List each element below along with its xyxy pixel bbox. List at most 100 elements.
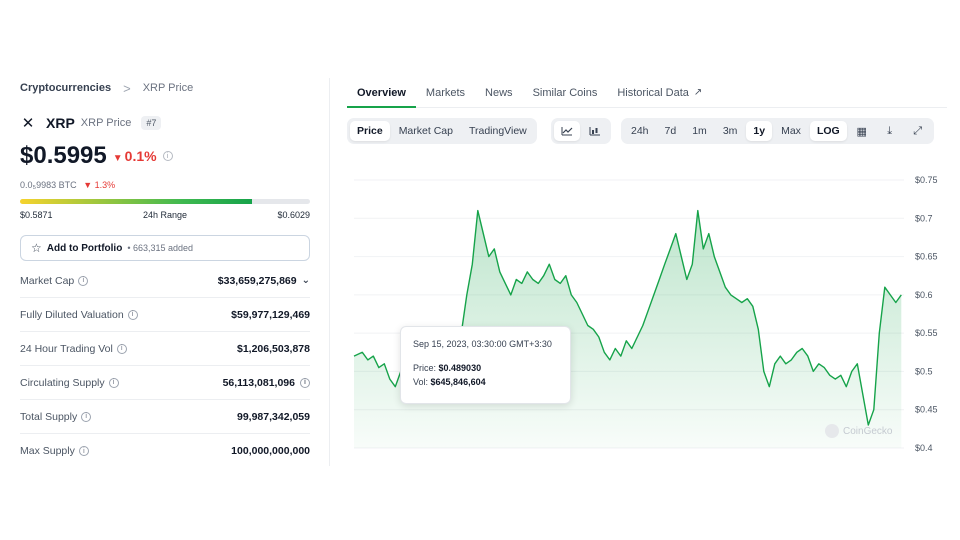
- stat-row-market-cap: Market Cap i $33,659,275,869 ⌄: [20, 264, 310, 298]
- time-range-switcher: 24h 7d 1m 3m 1y Max LOG ▦ ⤓ ⤢: [621, 118, 934, 144]
- info-icon[interactable]: i: [162, 151, 173, 161]
- stat-value: $59,977,129,469: [231, 308, 310, 321]
- breadcrumb: Cryptocurrencies > XRP Price: [20, 78, 312, 98]
- range-label: 24h Range: [142, 210, 188, 220]
- stat-value: 100,000,000,000: [231, 445, 310, 457]
- tab-markets[interactable]: Markets: [425, 87, 466, 99]
- price-change-value: 0.1%: [124, 148, 157, 164]
- panel-divider: [329, 78, 330, 466]
- range-low: $0.5871: [20, 210, 53, 220]
- view-price-button[interactable]: Price: [350, 121, 390, 141]
- stat-label: Circulating Supply: [20, 376, 105, 389]
- price-row: $0.5995 ▼ 0.1% i: [20, 142, 173, 170]
- expand-icon[interactable]: ⤢: [913, 124, 923, 137]
- coin-symbol: XRP: [46, 115, 75, 131]
- coingecko-watermark: CoinGecko: [825, 424, 892, 438]
- tooltip-date: Sep 15, 2023, 03:30:00 GMT+3:30: [413, 339, 552, 349]
- range-3m-button[interactable]: 3m: [722, 125, 738, 137]
- chevron-down-icon[interactable]: ⌄: [301, 275, 310, 286]
- coin-header: ✕ XRP XRP Price #7: [20, 114, 162, 132]
- tooltip-vol-label: Vol:: [413, 377, 429, 387]
- stat-label: Market Cap: [20, 274, 75, 287]
- candlestick-icon[interactable]: [582, 121, 608, 141]
- tab-overview[interactable]: Overview: [347, 82, 416, 108]
- info-icon[interactable]: i: [108, 377, 119, 388]
- breadcrumb-cryptocurrencies[interactable]: Cryptocurrencies: [20, 82, 112, 94]
- breadcrumb-current: XRP Price: [142, 82, 194, 94]
- range-24h-button[interactable]: 24h: [631, 125, 649, 137]
- calendar-icon[interactable]: ▦: [856, 125, 867, 138]
- stats-table: Market Cap i $33,659,275,869 ⌄ Fully Dilut…: [20, 264, 310, 468]
- range-1y-button[interactable]: 1y: [746, 121, 773, 141]
- y-tick-label: $0.55: [915, 328, 938, 338]
- info-icon[interactable]: i: [300, 377, 310, 388]
- stat-row-max-supply: Max Supply i 100,000,000,000: [20, 434, 310, 468]
- y-tick-label: $0.75: [915, 175, 938, 185]
- info-icon[interactable]: i: [116, 343, 127, 354]
- tab-news[interactable]: News: [485, 87, 513, 99]
- price-chart[interactable]: $0.75 $0.7 $0.65 $0.6 $0.55 $0.5 $0.45 $0.4 Coi…: [347, 170, 947, 472]
- view-tradingview-button[interactable]: TradingView: [468, 125, 527, 137]
- stat-row-total-supply: Total Supply i 99,987,342,059: [20, 400, 310, 434]
- info-icon[interactable]: i: [78, 275, 89, 286]
- chevron-right-icon: >: [123, 80, 131, 96]
- price-range-24h: $0.5871 24h Range $0.6029: [20, 199, 310, 220]
- range-max-button[interactable]: Max: [781, 125, 801, 137]
- coin-tabs: Overview Markets News Similar Coins Hist…: [347, 82, 947, 108]
- stat-value: 56,113,081,096: [222, 376, 295, 389]
- stat-value: $33,659,275,869: [217, 274, 297, 287]
- stat-row-volume: 24 Hour Trading Vol i $1,206,503,878: [20, 332, 310, 366]
- stat-label: Max Supply: [20, 445, 75, 457]
- chart-type-switcher: [551, 118, 611, 144]
- y-tick-label: $0.65: [915, 252, 938, 262]
- tooltip-price-value: $0.489030: [438, 363, 482, 373]
- stat-label: Fully Diluted Valuation: [20, 308, 124, 321]
- log-scale-toggle[interactable]: LOG: [809, 121, 847, 141]
- stat-value: $1,206,503,878: [237, 342, 310, 355]
- watermark-text: CoinGecko: [843, 425, 893, 437]
- chart-view-switcher: Price Market Cap TradingView: [347, 118, 537, 144]
- chart-toolbar: Price Market Cap TradingView 24h 7d 1m 3…: [347, 118, 947, 144]
- xrp-logo-icon: ✕: [21, 115, 35, 132]
- y-tick-label: $0.7: [915, 213, 933, 223]
- caret-down-icon: ▼: [112, 153, 123, 164]
- star-icon: ☆: [31, 241, 42, 255]
- portfolio-label: Add to Portfolio: [46, 242, 123, 254]
- external-link-icon: ↗: [693, 87, 703, 98]
- line-chart-icon[interactable]: [554, 121, 580, 141]
- stat-row-circulating-supply: Circulating Supply i 56,113,081,096 i: [20, 366, 310, 400]
- range-bar-fill: [20, 199, 252, 204]
- btc-price-row: 0.0₅9983 BTC ▼ 1.3%: [20, 180, 115, 190]
- coin-price: $0.5995: [20, 142, 107, 169]
- tooltip-volume-row: Vol: $645,846,604: [413, 375, 558, 389]
- range-7d-button[interactable]: 7d: [664, 125, 677, 137]
- range-1m-button[interactable]: 1m: [692, 125, 707, 137]
- stat-value: 99,987,342,059: [237, 410, 310, 423]
- y-tick-label: $0.6: [915, 290, 933, 300]
- info-icon[interactable]: i: [78, 446, 89, 456]
- add-to-portfolio-button[interactable]: ☆ Add to Portfolio • 663,315 added: [20, 235, 310, 261]
- y-tick-label: $0.4: [915, 443, 933, 453]
- tab-historical-data[interactable]: Historical Data ↗: [607, 82, 712, 108]
- stat-row-fdv: Fully Diluted Valuation i $59,977,129,469: [20, 298, 310, 332]
- coin-name: XRP Price: [80, 117, 132, 129]
- stat-label: Total Supply: [20, 410, 78, 423]
- tab-historical-data-label: Historical Data: [617, 87, 689, 99]
- btc-change: ▼ 1.3%: [83, 180, 116, 190]
- chart-tooltip: Sep 15, 2023, 03:30:00 GMT+3:30 Price: $…: [400, 326, 571, 404]
- price-change: ▼ 0.1%: [113, 148, 157, 164]
- tab-similar-coins[interactable]: Similar Coins: [532, 87, 598, 99]
- btc-change-value: 1.3%: [94, 180, 116, 190]
- y-tick-label: $0.5: [915, 366, 933, 376]
- view-market-cap-button[interactable]: Market Cap: [398, 125, 453, 137]
- info-icon[interactable]: i: [127, 309, 138, 320]
- info-icon[interactable]: i: [81, 411, 92, 422]
- coin-summary-panel: Cryptocurrencies > XRP Price ✕ XRP XRP P…: [20, 78, 312, 457]
- rank-badge: #7: [141, 116, 162, 130]
- btc-price: 0.0₅9983 BTC: [20, 180, 77, 190]
- portfolio-count: • 663,315 added: [127, 243, 194, 253]
- y-tick-label: $0.45: [915, 405, 938, 415]
- download-icon[interactable]: ⤓: [887, 124, 893, 137]
- tooltip-price-label: Price:: [413, 363, 437, 373]
- stat-label: 24 Hour Trading Vol: [20, 342, 113, 355]
